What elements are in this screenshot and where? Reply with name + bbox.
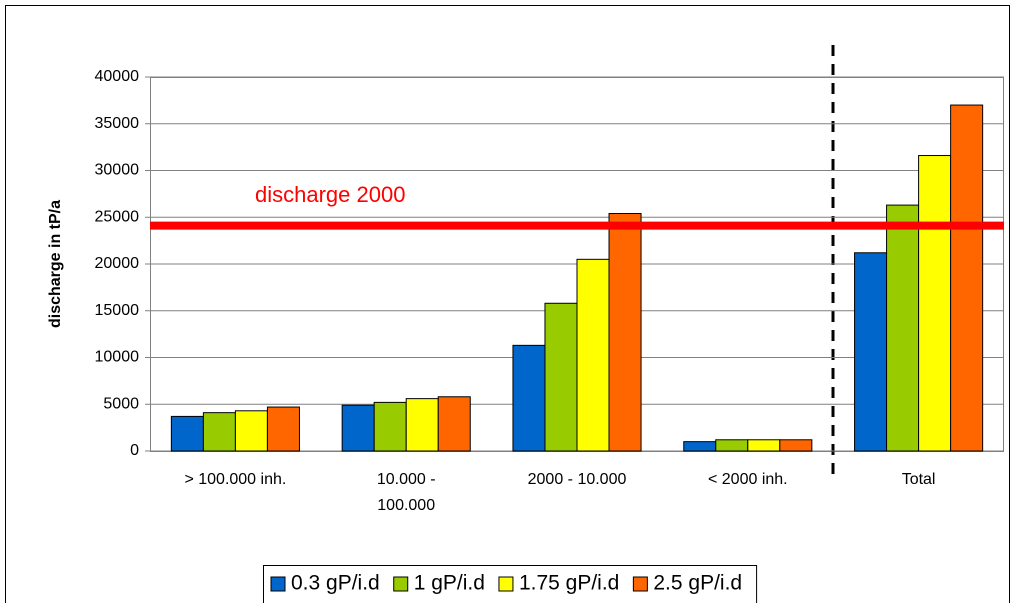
bar	[608, 213, 642, 452]
bar	[886, 204, 920, 452]
bar	[234, 410, 268, 452]
legend-swatch	[632, 576, 648, 592]
bar	[918, 155, 952, 452]
bar	[854, 252, 888, 452]
reference-label: discharge 2000	[255, 182, 405, 207]
legend-label: 1 gP/i.d	[414, 572, 485, 595]
bar	[779, 439, 813, 452]
x-tick-label: Total	[901, 471, 936, 488]
bar	[747, 439, 781, 452]
bar	[373, 401, 407, 452]
bar	[437, 396, 471, 452]
bar	[683, 441, 717, 452]
bar	[405, 398, 439, 452]
chart-border	[5, 5, 1010, 603]
legend-swatch	[393, 576, 409, 592]
y-tick-label: 25000	[95, 208, 140, 225]
x-tick-label: 10.000 - 100.000	[376, 471, 436, 514]
y-tick-label: 30000	[95, 162, 140, 179]
bar	[512, 344, 546, 452]
legend-swatch	[270, 576, 286, 592]
legend-label: 2.5 gP/i.d	[653, 572, 742, 595]
x-tick-label: < 2000 inh.	[707, 471, 788, 488]
bar	[202, 412, 236, 452]
x-tick-label: > 100.000 inh.	[184, 471, 287, 488]
legend-swatch	[498, 576, 514, 592]
y-tick-label: 40000	[95, 68, 140, 85]
bar	[341, 404, 375, 452]
y-tick-label: 20000	[95, 255, 140, 272]
y-axis-label: discharge in tP/a	[47, 200, 64, 328]
legend-label: 1.75 gP/i.d	[519, 572, 619, 595]
y-tick-label: 35000	[95, 115, 140, 132]
bar	[715, 439, 749, 452]
y-tick-label: 5000	[103, 395, 139, 412]
legend-label: 0.3 gP/i.d	[291, 572, 380, 595]
y-tick-label: 15000	[95, 302, 140, 319]
bar	[266, 406, 300, 452]
bar	[170, 415, 204, 452]
bar	[950, 104, 984, 452]
bar	[544, 302, 578, 452]
y-tick-label: 10000	[95, 349, 140, 366]
bar	[576, 258, 610, 452]
x-tick-label: 2000 - 10.000	[527, 471, 627, 488]
y-tick-label: 0	[130, 442, 139, 459]
